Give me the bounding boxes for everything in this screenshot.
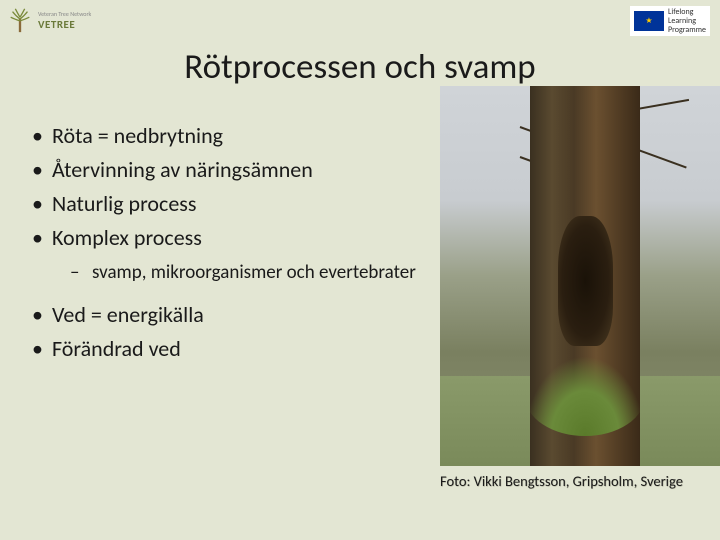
eu-flag-icon: ★ xyxy=(634,11,664,31)
vetree-text: VETREE xyxy=(38,18,91,31)
bullet-item: Återvinning av näringsämnen xyxy=(28,156,432,184)
tree-icon xyxy=(6,6,34,34)
bullet-item: Komplex process svamp, mikroorganismer o… xyxy=(28,224,432,284)
vetree-logo: Veteran Tree Network VETREE xyxy=(6,6,91,34)
bullet-list: Röta = nedbrytning Återvinning av näring… xyxy=(28,122,440,490)
prog-line3: Programme xyxy=(668,26,706,35)
image-column: Foto: Vikki Bengtsson, Gripsholm, Sverig… xyxy=(440,86,720,490)
bullet-item: Ved = energikälla xyxy=(28,301,432,329)
sub-bullet-item: svamp, mikroorganismer och evertebrater xyxy=(70,261,432,285)
content-area: Röta = nedbrytning Återvinning av näring… xyxy=(0,122,720,490)
bullet-text: Komplex process xyxy=(52,224,202,251)
header: Veteran Tree Network VETREE ★ Lifelong L… xyxy=(0,0,720,42)
slide-title: Rötprocessen och svamp xyxy=(0,46,720,88)
eu-programme-logo: ★ Lifelong Learning Programme xyxy=(630,6,710,36)
programme-text: Lifelong Learning Programme xyxy=(668,8,706,34)
vetree-subtext: Veteran Tree Network xyxy=(38,10,91,18)
bullet-item: Förändrad ved xyxy=(28,335,432,363)
tree-photo xyxy=(440,86,720,466)
photo-caption: Foto: Vikki Bengtsson, Gripsholm, Sverig… xyxy=(440,472,720,490)
bullet-item: Röta = nedbrytning xyxy=(28,122,432,150)
bullet-item: Naturlig process xyxy=(28,190,432,218)
